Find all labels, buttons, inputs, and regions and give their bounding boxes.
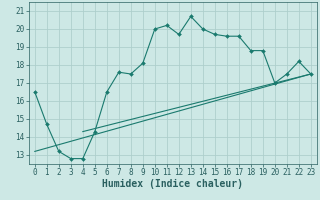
X-axis label: Humidex (Indice chaleur): Humidex (Indice chaleur) bbox=[102, 179, 243, 189]
